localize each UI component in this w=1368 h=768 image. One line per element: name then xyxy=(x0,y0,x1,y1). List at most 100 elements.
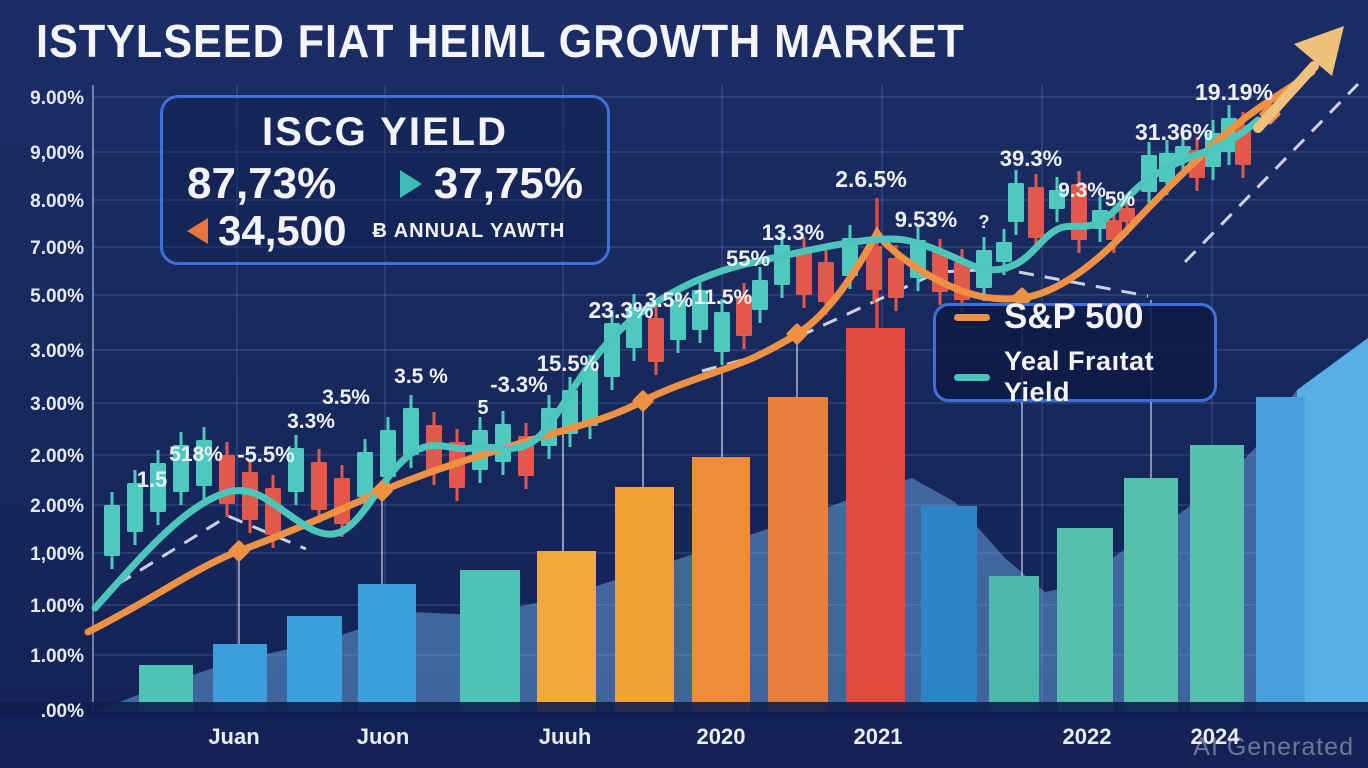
y-axis-label: 7.00% xyxy=(30,238,84,259)
candlestick xyxy=(495,424,511,462)
data-label: 518% xyxy=(169,443,223,466)
data-label: 23.3% xyxy=(588,297,653,323)
data-label: 9.53% xyxy=(895,207,957,232)
bar xyxy=(460,570,520,712)
yield-line xyxy=(91,116,1262,612)
baseline-band xyxy=(0,702,1368,715)
legend-item-yield: Yeal Fraıtat Yield xyxy=(954,346,1196,408)
bar xyxy=(768,397,828,712)
line-marker-diamond xyxy=(371,480,393,502)
triangle-right-icon xyxy=(399,170,422,198)
line-marker-diamond xyxy=(228,540,250,562)
bar xyxy=(846,328,905,712)
y-axis-label: 8.00% xyxy=(30,191,84,212)
data-label: 3.3% xyxy=(287,410,335,433)
x-axis-label: 2024 xyxy=(1191,724,1241,749)
arrow-shaft xyxy=(1253,61,1319,133)
candlestick xyxy=(357,452,373,497)
data-label: 5 xyxy=(477,397,488,419)
candlestick xyxy=(648,318,664,362)
legend: S&P 500 Yeal Fraıtat Yield xyxy=(933,297,1217,407)
candlestick xyxy=(150,463,166,512)
sp500-line xyxy=(84,68,1316,636)
data-label: 15.5% xyxy=(537,351,599,376)
candlestick xyxy=(866,246,882,290)
candlestick xyxy=(736,296,752,336)
candlestick xyxy=(796,250,812,295)
data-label: -3.3% xyxy=(490,372,547,397)
legend-swatch-teal xyxy=(954,373,990,381)
arrow-head-icon xyxy=(1294,26,1344,76)
x-axis-label: 2022 xyxy=(1063,724,1112,749)
data-label: 19.19% xyxy=(1195,79,1273,105)
candlestick xyxy=(888,258,904,298)
legend-item-sp500: S&P 500 xyxy=(954,297,1196,337)
yield-info-card: ISCG YIELD 87,73% 37,75% 34,500 Ƀ ANNUAL… xyxy=(160,95,610,265)
bar xyxy=(692,457,750,712)
candlestick xyxy=(380,430,396,477)
candlestick xyxy=(1008,183,1024,222)
legend-label: Yeal Fraıtat Yield xyxy=(1004,346,1155,407)
candlestick xyxy=(403,408,419,455)
legend-swatch-orange xyxy=(954,313,990,321)
line-marker-diamond xyxy=(632,390,654,412)
data-label: 3.5% xyxy=(645,289,693,312)
candlestick xyxy=(242,472,258,520)
x-axis-label: Juuh xyxy=(539,724,592,749)
y-axis-label: 9,00% xyxy=(30,143,84,164)
data-label: 3.5 % xyxy=(394,365,448,388)
y-axis-label: 1.00% xyxy=(30,646,84,667)
y-axis-label: 1.00% xyxy=(30,596,84,617)
info-value-tertiary: 34,500 xyxy=(218,207,347,254)
candlestick xyxy=(774,245,790,285)
candlestick xyxy=(670,300,686,340)
bar xyxy=(1057,528,1113,712)
bar xyxy=(358,584,416,712)
bar xyxy=(1256,397,1305,712)
candlestick xyxy=(127,483,143,532)
y-axis-label: 2.00% xyxy=(30,496,84,517)
y-axis-label: .00% xyxy=(41,701,84,722)
bar xyxy=(213,644,267,712)
y-axis-label: 5.00% xyxy=(30,286,84,307)
data-label: ? xyxy=(979,212,990,232)
info-value-main: 87,73% xyxy=(187,159,337,208)
candlestick xyxy=(288,448,304,492)
info-card-row-2: 34,500 Ƀ ANNUAL YAWTH xyxy=(163,207,607,255)
bar xyxy=(989,576,1039,712)
bar xyxy=(537,551,596,712)
data-label: 3.5% xyxy=(322,386,370,409)
bar xyxy=(287,616,342,712)
data-label: 1.5 xyxy=(137,467,168,492)
bar-polygon-right xyxy=(1297,338,1368,712)
candlestick xyxy=(818,262,834,302)
page-title: ISTYLSEED FIAT HEIML GROWTH MARKET xyxy=(36,15,965,67)
candlestick xyxy=(334,478,350,524)
info-card-title: ISCG YIELD xyxy=(262,110,508,154)
candlestick xyxy=(1119,208,1135,222)
ai-generated-watermark: AI Generated xyxy=(1193,733,1354,761)
info-caption: Ƀ ANNUAL YAWTH xyxy=(372,219,566,242)
candlestick xyxy=(582,368,598,426)
info-card-row-1: 87,73% 37,75% xyxy=(163,159,607,209)
data-label: 13.3% xyxy=(762,220,824,245)
candlestick xyxy=(311,462,327,510)
candlestick xyxy=(692,290,708,330)
data-label: 2.6.5% xyxy=(835,166,907,192)
data-label: -5.5% xyxy=(237,442,294,467)
data-label: 5% xyxy=(1105,188,1136,211)
x-axis-label: 2021 xyxy=(854,724,903,749)
y-axis-label: 3.00% xyxy=(30,341,84,362)
bar xyxy=(921,506,977,712)
y-axis-label: 2.00% xyxy=(30,446,84,467)
data-label: 9.3% xyxy=(1058,179,1106,202)
y-axis-label: 3.00% xyxy=(30,394,84,415)
data-label: 31.36% xyxy=(1135,119,1213,145)
legend-label: S&P 500 xyxy=(1004,297,1144,336)
candlestick xyxy=(196,440,212,486)
y-axis-label: 1,00% xyxy=(30,544,84,565)
y-axis-label: 9.00% xyxy=(30,88,84,109)
triangle-left-icon xyxy=(187,218,208,244)
